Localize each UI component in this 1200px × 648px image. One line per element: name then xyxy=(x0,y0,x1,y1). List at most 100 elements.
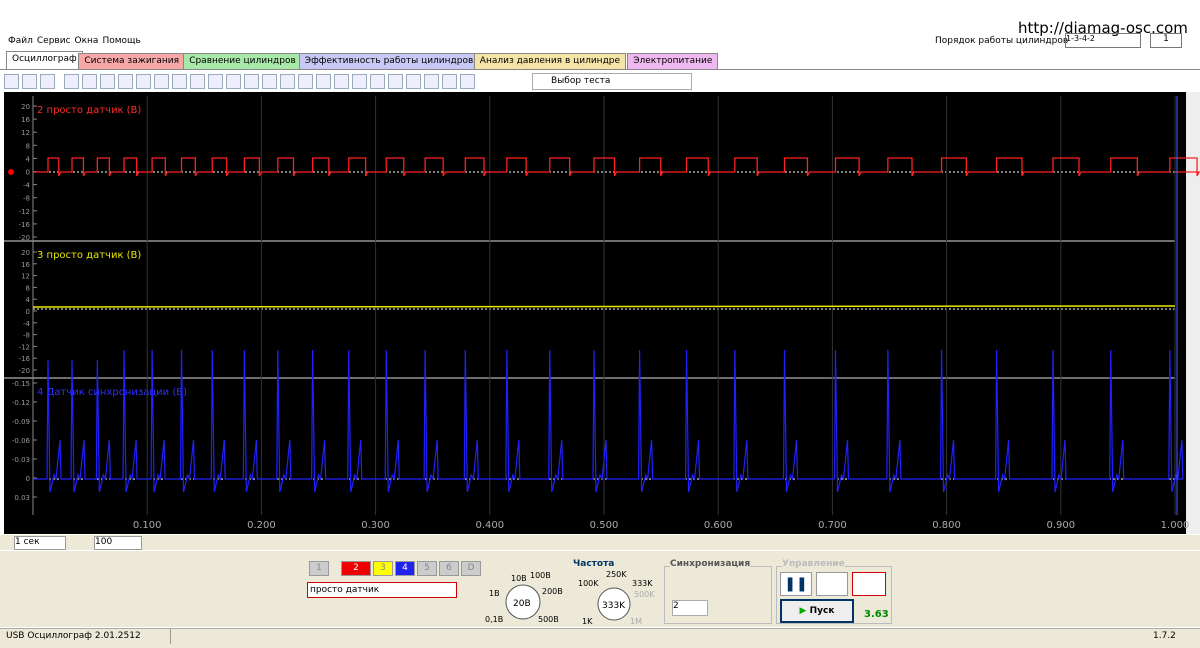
y-tick-label: 0 xyxy=(26,169,30,177)
knob-label: 500В xyxy=(538,615,559,624)
noise-button[interactable] xyxy=(852,572,886,596)
tool-icon[interactable] xyxy=(370,74,385,89)
tool-icon[interactable] xyxy=(298,74,313,89)
tool-icon[interactable] xyxy=(190,74,205,89)
start-button[interactable]: ▶ Пуск xyxy=(780,599,854,623)
tool-icon[interactable] xyxy=(334,74,349,89)
knob[interactable] xyxy=(597,587,631,621)
channel-title: 4 Датчик синхронизации (В) xyxy=(37,387,187,398)
channel-button[interactable]: 5 xyxy=(417,561,437,576)
x-tick-label: 0.600 xyxy=(704,520,733,531)
tool-icon[interactable] xyxy=(316,74,331,89)
tool-icon[interactable] xyxy=(262,74,277,89)
x-tick-label: 0.500 xyxy=(590,520,619,531)
tool-icon[interactable] xyxy=(352,74,367,89)
menu-item[interactable]: Сервис xyxy=(36,36,71,46)
tool-icon[interactable] xyxy=(406,74,421,89)
y-tick-label: 20 xyxy=(21,103,30,111)
x-tick-label: 1.000 xyxy=(1161,520,1190,531)
y-tick-label: -4 xyxy=(23,182,31,190)
channel-button[interactable]: 6 xyxy=(439,561,459,576)
menu-item[interactable]: Файл xyxy=(8,36,33,46)
tool-icon[interactable] xyxy=(388,74,403,89)
tool-icon[interactable] xyxy=(460,74,475,89)
y-tick-label: -8 xyxy=(23,332,30,340)
tool-icon[interactable] xyxy=(226,74,241,89)
y-tick-label: 12 xyxy=(21,129,30,137)
tool-icon[interactable] xyxy=(100,74,115,89)
frequency-title: Частота xyxy=(573,559,615,569)
channel-button[interactable]: 2 xyxy=(341,561,371,576)
tool-icon[interactable] xyxy=(82,74,97,89)
tab[interactable]: Анализ давления в цилиндре xyxy=(473,53,627,69)
tool-icon[interactable] xyxy=(442,74,457,89)
cylinder-count[interactable]: 1 xyxy=(1150,33,1182,48)
channel-button[interactable]: 3 xyxy=(373,561,393,576)
sine-button[interactable] xyxy=(816,572,848,596)
tab[interactable]: Сравнение цилиндров xyxy=(183,53,302,69)
cylinder-order-select[interactable]: 1-3-4-2 xyxy=(1065,33,1141,48)
knob-label: 250K xyxy=(606,570,627,579)
tool-icon[interactable] xyxy=(244,74,259,89)
status-bar xyxy=(0,628,1200,648)
tool-icon[interactable] xyxy=(280,74,295,89)
pause-button[interactable]: ❚❚ xyxy=(780,572,812,596)
knob-label: 1K xyxy=(582,617,593,626)
y-tick-label: 8 xyxy=(26,142,30,150)
tab[interactable]: Осциллограф xyxy=(6,51,83,70)
knob-label: 500K xyxy=(634,590,655,599)
channel-button[interactable]: D xyxy=(461,561,481,576)
x-tick-label: 0.100 xyxy=(133,520,162,531)
trace-ch4 xyxy=(33,349,1184,493)
x-tick-label: 0.800 xyxy=(932,520,961,531)
y-tick-label: -12 xyxy=(19,208,30,216)
y-tick-label: -16 xyxy=(19,221,31,229)
knob-label: 10В xyxy=(511,574,527,583)
knob-label: 1В xyxy=(489,589,500,598)
channel-button[interactable]: 4 xyxy=(395,561,415,576)
tab[interactable]: Система зажигания xyxy=(78,53,186,69)
status-version: 1.7.2 xyxy=(1153,631,1176,641)
tool-icon[interactable] xyxy=(154,74,169,89)
tab-line xyxy=(0,69,1200,70)
tool-icon[interactable] xyxy=(118,74,133,89)
oscilloscope: 20 16 12 8 4 0 -4 -8 -12 -16 -20 2 просто датчик (В… xyxy=(4,92,1200,534)
knob-label: 333K xyxy=(632,579,653,588)
y-tick-label: 20 xyxy=(21,249,30,257)
y-tick-label: 16 xyxy=(21,261,30,269)
tab[interactable]: Электропитание xyxy=(627,53,719,69)
probe-select[interactable]: просто датчик xyxy=(307,582,457,598)
tab[interactable]: Эффективность работы цилиндров xyxy=(298,53,480,69)
knob-value: 333K xyxy=(602,601,626,611)
y-tick-label: 12 xyxy=(21,273,30,281)
test-select[interactable]: Выбор теста xyxy=(532,73,692,90)
channel-title: 3 просто датчик (В) xyxy=(37,250,141,261)
control-panel xyxy=(0,551,1200,627)
tool-icon[interactable] xyxy=(172,74,187,89)
tool-icon[interactable] xyxy=(208,74,223,89)
tool-icon[interactable] xyxy=(40,74,55,89)
y-tick-label: 8 xyxy=(26,284,30,292)
y-tick-label: -0.12 xyxy=(12,399,30,407)
x-tick-label: 0.300 xyxy=(361,520,390,531)
tool-icon[interactable] xyxy=(136,74,151,89)
tool-icon[interactable] xyxy=(4,74,19,89)
url: http://diamag-osc.com xyxy=(1018,19,1188,37)
zoom[interactable]: 100 xyxy=(94,536,142,550)
sync-channel[interactable]: 2 xyxy=(672,600,708,616)
channel-button[interactable]: 1 xyxy=(309,561,329,576)
knob-value: 20В xyxy=(513,599,531,609)
menu-item[interactable]: Окна xyxy=(74,36,99,46)
tool-icon[interactable] xyxy=(64,74,79,89)
sync-title: Синхронизация xyxy=(670,559,751,569)
scrollbar xyxy=(1186,92,1200,534)
knob[interactable] xyxy=(505,584,541,620)
voltage-knob: 10В 100В 1В 200В 0,1В 500В 20В xyxy=(485,571,563,624)
timebase[interactable]: 1 сек xyxy=(14,536,66,550)
scroll-strip xyxy=(0,535,1200,550)
y-tick-label: 0 xyxy=(26,308,30,316)
tool-icon[interactable] xyxy=(424,74,439,89)
menu-item[interactable]: Помощь xyxy=(102,36,141,46)
tool-icon[interactable] xyxy=(22,74,37,89)
